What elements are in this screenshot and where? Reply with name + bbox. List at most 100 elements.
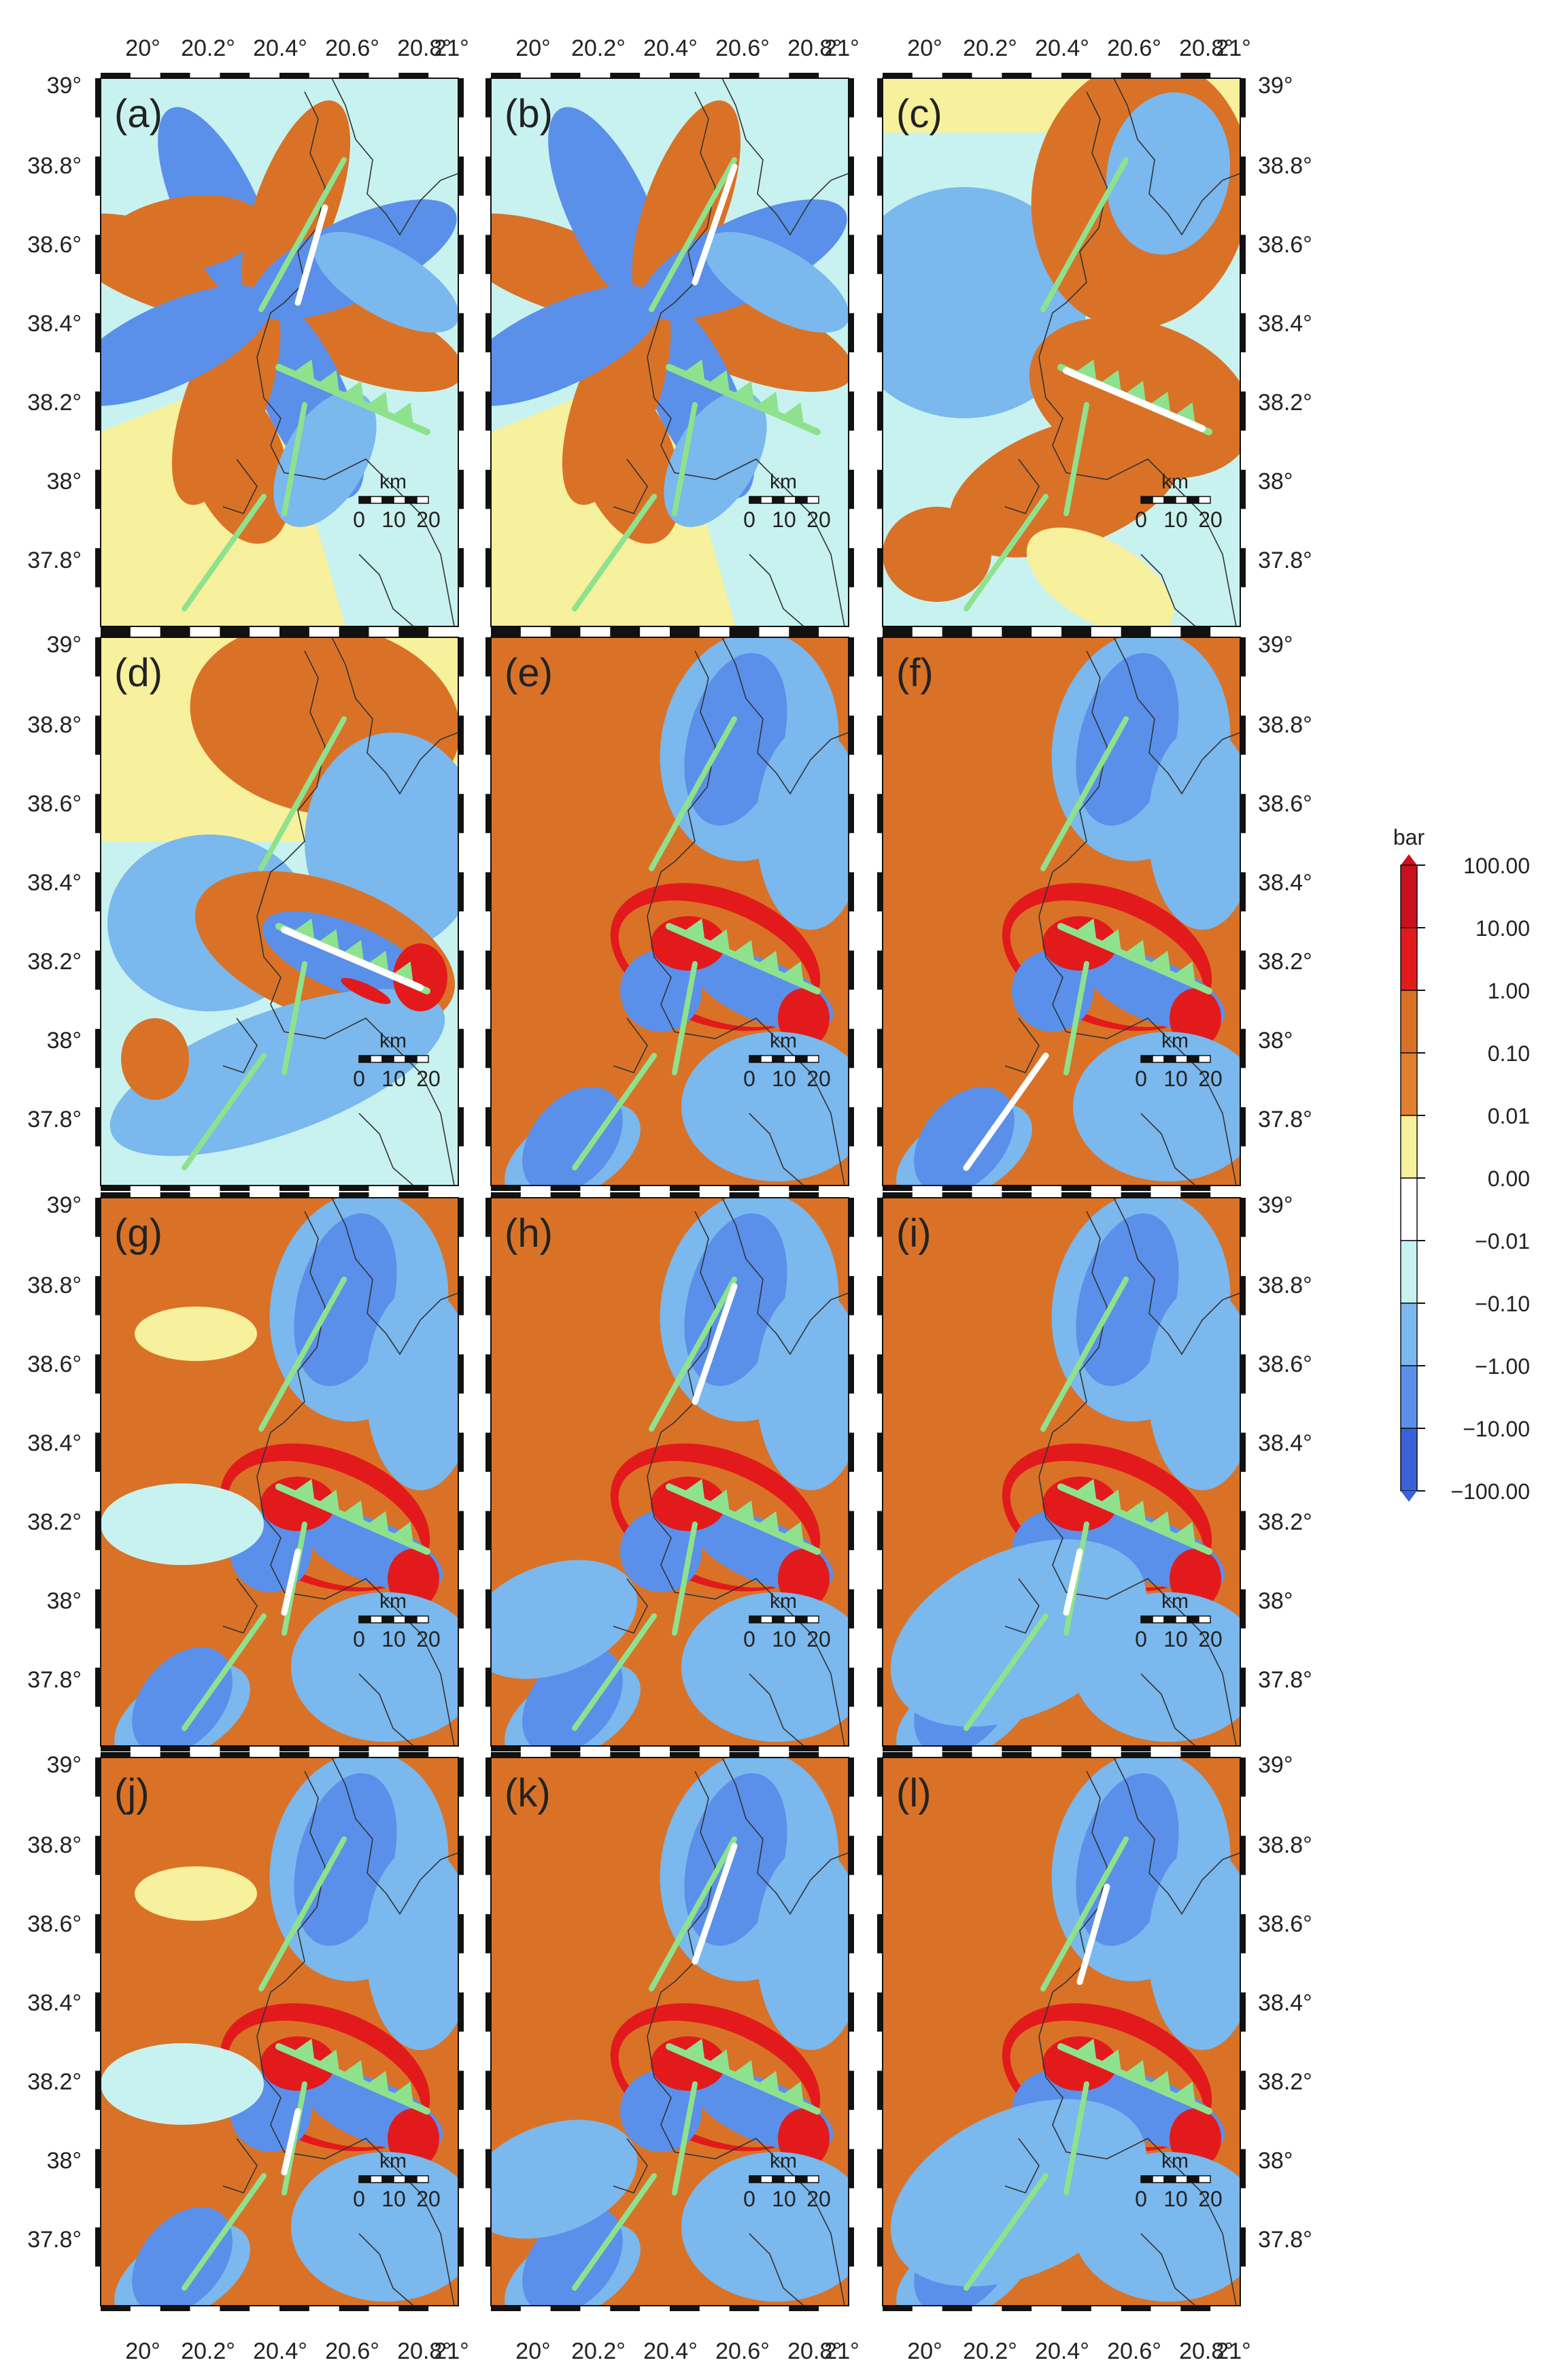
frame-tick <box>485 391 491 431</box>
frame-tick <box>220 632 250 637</box>
scalebar-segment <box>1163 496 1176 504</box>
colorbar-swatch <box>1400 864 1418 928</box>
scalebar-unit: km <box>379 1030 407 1052</box>
bottom-lon-label: 20.2° <box>571 2338 626 2364</box>
fault-north <box>258 157 347 312</box>
scalebar-segment <box>795 496 808 504</box>
scalebar-segment <box>1187 1615 1199 1624</box>
scalebar-segment <box>416 496 429 504</box>
frame-tick <box>491 626 521 632</box>
top-lon-label: 20.4° <box>1035 35 1089 61</box>
frame-tick <box>849 156 854 196</box>
frame-tick <box>458 1589 464 1629</box>
frame-tick <box>789 73 819 78</box>
left-lat-label: 39° <box>47 73 82 99</box>
frame-tick <box>458 2149 464 2189</box>
scalebar-segment <box>806 496 819 504</box>
scalebar-segment <box>416 2175 429 2183</box>
frame-tick <box>485 637 491 677</box>
frame-tick <box>101 73 131 78</box>
frame-tick <box>458 391 464 431</box>
top-lon-label: 21° <box>434 35 468 61</box>
bottom-lon-label: 20.4° <box>253 2338 307 2364</box>
frame-tick <box>877 78 883 118</box>
frame-tick <box>849 235 854 274</box>
thrust-triangle <box>292 2038 315 2063</box>
right-lat-label: 39° <box>1258 1192 1293 1218</box>
scalebar-tick: 10 <box>1163 507 1188 532</box>
scalebar-segment <box>772 1615 785 1624</box>
colorbar: bar 100.00 10.00 1.00 0.10 0.01 0.00 −0.01 −0.10… <box>1393 825 1530 1504</box>
frame-tick <box>610 1192 641 1198</box>
frame-tick <box>849 391 854 431</box>
frame-tick <box>849 2070 854 2111</box>
colorbar-label: −1.00 <box>1475 1354 1530 1379</box>
frame-tick <box>670 2306 700 2311</box>
scalebar-segment <box>405 496 417 504</box>
colorbar-swatch <box>1400 1428 1418 1492</box>
right-lat-label: 38.8° <box>1258 712 1312 738</box>
stress-field <box>883 1198 1240 1746</box>
frame-tick <box>942 1192 972 1198</box>
frame-tick <box>339 73 369 78</box>
frame-tick <box>279 632 309 637</box>
left-lat-label: 39° <box>47 1752 82 1778</box>
frame-tick <box>877 1589 883 1629</box>
scalebar-tick: 10 <box>772 2187 796 2211</box>
frame-tick <box>670 1752 700 1758</box>
frame-tick <box>1240 872 1246 911</box>
coastline <box>1004 637 1240 1186</box>
fault-north <box>1040 716 1129 871</box>
frame-tick <box>1240 1758 1246 1797</box>
map-panel: (f) km 0 10 20 <box>877 632 1246 1191</box>
frame-tick <box>789 1186 819 1191</box>
top-lon-label: 20° <box>907 35 942 61</box>
fault-mid <box>1063 402 1089 516</box>
active-rupture <box>692 1843 738 1965</box>
frame-tick <box>1002 632 1032 637</box>
fault-north <box>1040 1836 1129 1991</box>
frame-tick <box>1061 2306 1091 2311</box>
thrust-triangle <box>1099 929 1122 953</box>
left-lat-label: 38.2° <box>27 390 82 416</box>
left-lat-label: 37.8° <box>27 1667 82 1693</box>
frame-tick <box>1240 235 1246 274</box>
stress-lobe <box>341 977 391 1005</box>
frame-tick <box>485 1836 491 1875</box>
frame-tick <box>877 637 883 677</box>
scalebar-tick: 20 <box>1198 1066 1223 1091</box>
frame-tick <box>458 313 464 352</box>
frame-tick <box>550 2306 581 2311</box>
frame-tick <box>398 1752 429 1758</box>
top-lon-label: 20.2° <box>963 35 1017 61</box>
frame-tick <box>485 1354 491 1394</box>
scalebar-tick: 20 <box>416 1627 441 1651</box>
fault-south <box>964 494 1049 611</box>
frame-tick <box>1002 1752 1032 1758</box>
scalebar-tick: 10 <box>772 1627 796 1651</box>
right-lat-label: 38.8° <box>1258 153 1312 179</box>
frame-tick <box>670 626 700 632</box>
frame-tick <box>485 716 491 755</box>
frame-tick <box>485 872 491 911</box>
scalebar-tick: 0 <box>1135 507 1147 532</box>
frame-tick <box>849 2227 854 2267</box>
frame-tick <box>458 2070 464 2111</box>
frame-tick <box>1002 1186 1032 1191</box>
scalebar-segment <box>749 1055 762 1063</box>
bottom-lon-label: 21° <box>1216 2338 1250 2364</box>
stress-lobe <box>109 989 445 1156</box>
stress-lobe <box>294 1773 397 1946</box>
scalebar-segment <box>749 496 762 504</box>
frame-tick <box>95 950 101 990</box>
frame-tick <box>279 1752 309 1758</box>
scalebar-segment <box>381 2175 394 2183</box>
colorbar-label: −0.01 <box>1475 1229 1530 1254</box>
frame-tick <box>1240 469 1246 509</box>
scalebar-tick: 20 <box>416 507 441 532</box>
bottom-lon-label: 20.6° <box>1107 2338 1161 2364</box>
frame-tick <box>1061 1746 1091 1751</box>
left-lat-label: 39° <box>47 632 82 658</box>
frame-tick <box>485 469 491 509</box>
thrust-triangle <box>682 359 705 384</box>
